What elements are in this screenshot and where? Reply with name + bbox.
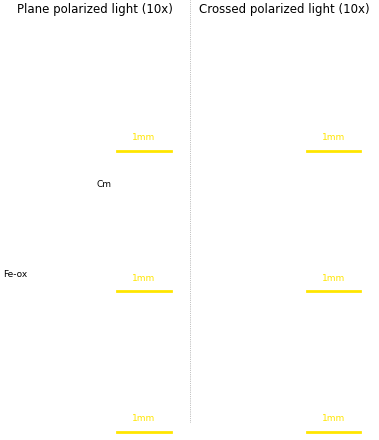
Text: 1mm: 1mm (132, 414, 156, 423)
Text: Cracks: Cracks (260, 418, 290, 428)
Text: (b): (b) (193, 23, 211, 33)
Text: Cm: Cm (97, 180, 112, 189)
Text: Fe-ox: Fe-ox (3, 270, 27, 279)
Text: Fe-ox: Fe-ox (98, 405, 122, 414)
Text: K-feld: K-feld (257, 372, 282, 381)
Text: Bt: Bt (346, 77, 356, 86)
Text: Plg: Plg (236, 260, 249, 269)
Text: 1mm: 1mm (132, 274, 156, 282)
Text: Cracks: Cracks (316, 204, 347, 213)
Text: Cracks: Cracks (279, 31, 309, 40)
Text: Fe-ox: Fe-ox (45, 422, 69, 430)
Text: Qz: Qz (199, 115, 211, 124)
Text: Bt: Bt (194, 242, 204, 251)
Text: 1mm: 1mm (322, 274, 345, 282)
Text: Plg: Plg (306, 67, 319, 77)
Text: Plg: Plg (293, 222, 306, 231)
Text: Plg: Plg (325, 396, 338, 405)
Text: (d): (d) (193, 163, 211, 173)
Text: Qz: Qz (218, 312, 230, 321)
Text: Crossed polarized light (10x): Crossed polarized light (10x) (199, 3, 370, 16)
Text: (e): (e) (4, 304, 22, 314)
Text: (c): (c) (4, 163, 21, 173)
Text: 1mm: 1mm (322, 133, 345, 142)
Text: (a): (a) (4, 23, 22, 33)
Text: 1mm: 1mm (322, 414, 345, 423)
Text: Plane polarized light (10x): Plane polarized light (10x) (17, 3, 173, 16)
Text: K-feld: K-feld (287, 264, 312, 273)
Text: 1mm: 1mm (132, 133, 156, 142)
Text: Plg: Plg (296, 171, 310, 180)
Text: Plg: Plg (240, 211, 253, 220)
Text: Cm: Cm (21, 382, 36, 391)
Text: (f): (f) (193, 304, 208, 314)
